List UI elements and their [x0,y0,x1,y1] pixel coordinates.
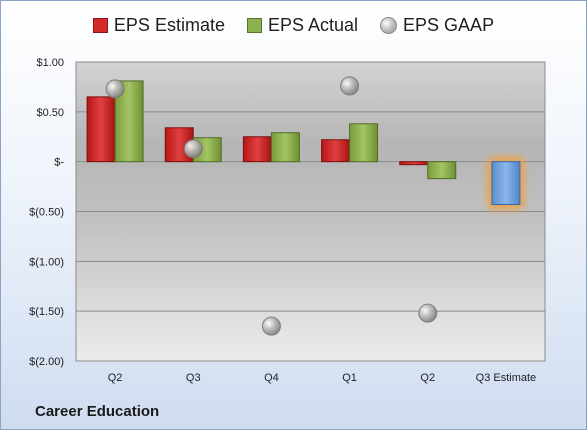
marker-eps-gaap [261,316,281,336]
y-tick-label: $1.00 [36,57,64,69]
bar-eps-actual [349,123,379,163]
bar-eps-actual [270,132,300,163]
legend-item-eps-gaap: EPS GAAP [380,15,494,36]
y-tick-label: $0.50 [36,107,64,119]
company-name: Career Education [35,403,160,420]
bar-eps-actual [427,161,457,180]
x-tick-label: Q1 [342,372,357,384]
legend-swatch-eps-estimate [92,18,108,33]
y-tick-label: $(1.00) [29,256,64,268]
legend-label-eps-actual: EPS Actual [267,15,359,35]
y-tick-label: $(1.50) [29,306,64,318]
marker-eps-gaap [105,79,125,99]
legend-item-eps-estimate: EPS Estimate [92,15,225,36]
marker-eps-gaap [418,303,438,323]
bar-eps-forecast [491,161,521,206]
marker-eps-gaap [340,76,360,96]
legend: EPS Estimate EPS Actual EPS GAAP [1,15,586,36]
legend-label-eps-estimate: EPS Estimate [113,15,225,35]
x-tick-label: Q3 Estimate [476,372,537,384]
x-tick-label: Q2 [420,372,435,384]
y-tick-label: $- [54,157,64,169]
marker-eps-gaap [183,139,203,159]
legend-label-eps-gaap: EPS GAAP [403,15,495,35]
legend-item-eps-actual: EPS Actual [246,15,359,36]
x-tick-label: Q4 [264,372,279,384]
y-tick-label: $(0.50) [29,207,64,219]
legend-swatch-eps-gaap [380,17,398,34]
x-tick-label: Q2 [108,372,123,384]
bar-eps-estimate [399,161,429,166]
bar-eps-estimate [86,96,116,163]
bar-eps-estimate [242,136,272,163]
x-tick-label: Q3 [186,372,201,384]
legend-swatch-eps-actual [246,18,262,33]
y-tick-label: $(2.00) [29,356,64,368]
bar-eps-estimate [321,139,351,163]
